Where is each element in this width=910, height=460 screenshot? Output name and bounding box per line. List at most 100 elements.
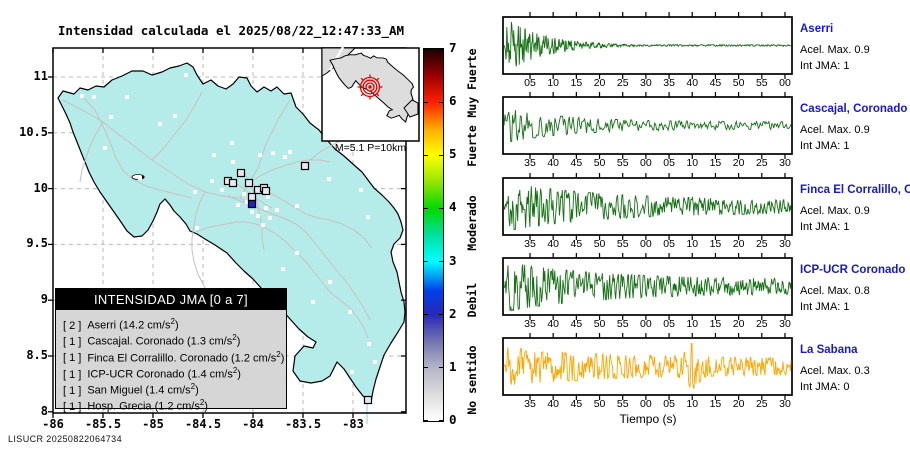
- colorbar-category-label: Debil: [465, 283, 479, 318]
- station-accel-max: Acel. Max. 0.3: [800, 365, 870, 377]
- waveform-tick-label: 50: [593, 398, 606, 410]
- map-frame: [52, 47, 407, 414]
- waveform-panel: 35 40 45 50 55 00 05 10 15 20 25 30 La Sabana Acel. M…: [500, 331, 910, 411]
- station-int-jma: Int JMA: 1: [800, 220, 850, 233]
- colorbar-tick-label: 2: [449, 305, 457, 321]
- waveform-tick-label: 20: [732, 398, 745, 410]
- colorbar-tick: [439, 49, 443, 50]
- station-dot: [295, 204, 299, 208]
- waveform-tick-label: 00: [779, 77, 791, 89]
- station-name: Cascajal, Coronado: [800, 103, 908, 116]
- station-dot: [275, 208, 279, 212]
- waveform-tick-label: 55: [616, 317, 629, 330]
- intensity-colorbar: [423, 48, 444, 422]
- waveform-trace: [503, 185, 792, 230]
- colorbar-tick: [424, 207, 428, 209]
- lat-tick-label: 10.5: [19, 124, 48, 139]
- station-dot: [109, 115, 113, 119]
- legend-entry: [ 1 ] Cascajal. Coronado (1.3 cm/s2): [63, 333, 241, 348]
- waveform-tick-label: 30: [779, 157, 791, 170]
- station-dot: [350, 370, 354, 374]
- station-dot: [373, 360, 377, 364]
- waveform-tick-label: 05: [524, 77, 536, 89]
- intensity-1-marker: [244, 178, 254, 188]
- waveform-tick-label: 40: [547, 237, 560, 250]
- waveform-tick-label: 10: [686, 237, 699, 250]
- station-int-jma: Int JMA: 1: [800, 140, 850, 153]
- station-dot: [281, 267, 285, 271]
- waveform-tick-label: 00: [640, 157, 652, 170]
- colorbar-tick-label: 1: [449, 358, 457, 374]
- waveform-tick-label: 10: [686, 398, 699, 410]
- station-dot: [295, 251, 299, 255]
- lon-tick-label: -84.5: [184, 417, 222, 431]
- station-int-jma: Int JMA: 0: [800, 381, 850, 393]
- station-accel-max: Acel. Max. 0.9: [800, 204, 870, 217]
- lat-tick-label: 8.5: [26, 348, 48, 362]
- station-dot: [158, 122, 162, 126]
- waveform-tick-label: 05: [663, 237, 675, 250]
- station-dot: [184, 73, 188, 77]
- waveform-tick-label: 55: [616, 157, 629, 170]
- intensity-1-marker: [228, 178, 238, 188]
- station-name: Aserri: [800, 23, 834, 35]
- waveform-tick-label: 50: [593, 317, 606, 330]
- waveform-tick-label: 30: [779, 237, 791, 250]
- waveform-tick-label: 30: [779, 317, 791, 330]
- legend-entry: [ 1 ] Finca El Corralillo. Coronado (1.2 …: [63, 349, 285, 365]
- waveform-tick-label: 45: [570, 398, 583, 410]
- target-tick: [376, 93, 380, 97]
- station-dot: [258, 153, 262, 157]
- waveform-trace: [503, 22, 791, 67]
- waveform-tick-label: 50: [732, 77, 745, 89]
- station-dot: [193, 190, 197, 194]
- station-dot: [250, 210, 254, 214]
- waveform-tick-label: 25: [755, 237, 768, 250]
- waveform-tick-label: 35: [524, 237, 536, 250]
- station-dot: [212, 153, 216, 157]
- station-dot: [366, 215, 370, 219]
- waveform-tick-label: 25: [755, 157, 768, 170]
- lat-tick-label: 8: [40, 403, 48, 418]
- waveform-tick-label: 40: [686, 77, 699, 89]
- legend-body: [ 2 ] Aserri (14.2 cm/s2)[ 1 ] Cascajal. C…: [56, 310, 286, 413]
- waveform-tick-label: 25: [755, 398, 768, 410]
- colorbar-tick-label: 0: [449, 412, 457, 427]
- waveform-tick-label: 20: [732, 237, 745, 250]
- station-dot: [220, 188, 224, 192]
- station-dot: [327, 177, 331, 181]
- colorbar-tick: [424, 314, 428, 316]
- station-dot: [92, 95, 96, 99]
- station-dot: [268, 216, 272, 220]
- waveform-tick-label: 35: [524, 398, 536, 410]
- epicenter-target-icon: [357, 74, 383, 100]
- legend-entry: [ 1 ] San Miguel (1.4 cm/s2): [63, 382, 199, 397]
- waveform-tick-label: 10: [547, 77, 560, 89]
- station-dot: [125, 95, 129, 99]
- colorbar-tick: [439, 367, 443, 369]
- waveform-tick-label: 45: [709, 77, 722, 89]
- waveform-tick-label: 15: [570, 77, 583, 89]
- target-tick: [360, 93, 364, 97]
- station-dot: [271, 151, 275, 155]
- station-dot: [80, 94, 84, 98]
- station-dot: [195, 226, 199, 230]
- waveform-tick-label: 45: [570, 157, 583, 170]
- station-dot: [266, 195, 270, 199]
- waveform-tick-label: 50: [593, 237, 606, 250]
- lat-tick-label: 9: [40, 292, 48, 307]
- legend-header: INTENSIDAD JMA [0 a 7]: [56, 289, 286, 310]
- colorbar-category-label: Moderado: [465, 195, 479, 252]
- station-accel-max: Acel. Max. 0.9: [800, 124, 870, 137]
- station-dot: [367, 342, 371, 346]
- station-dot: [236, 203, 240, 207]
- colorbar-tick: [439, 101, 443, 103]
- waveform-panel: 35 40 45 50 55 00 05 10 15 20 25 30 ICP-UCR Coronado…: [500, 251, 910, 331]
- station-dot: [261, 223, 265, 227]
- station-dot: [89, 68, 93, 72]
- waveform-tick-label: 00: [640, 317, 652, 330]
- waveform-tick-label: 55: [755, 77, 768, 89]
- waveform-panel: 05 10 15 20 25 30 35 40 45 50 55 00 Aserri Acel. Max.…: [500, 10, 910, 90]
- costa-rica-landmass: [57, 62, 406, 403]
- station-int-jma: Int JMA: 1: [800, 60, 850, 72]
